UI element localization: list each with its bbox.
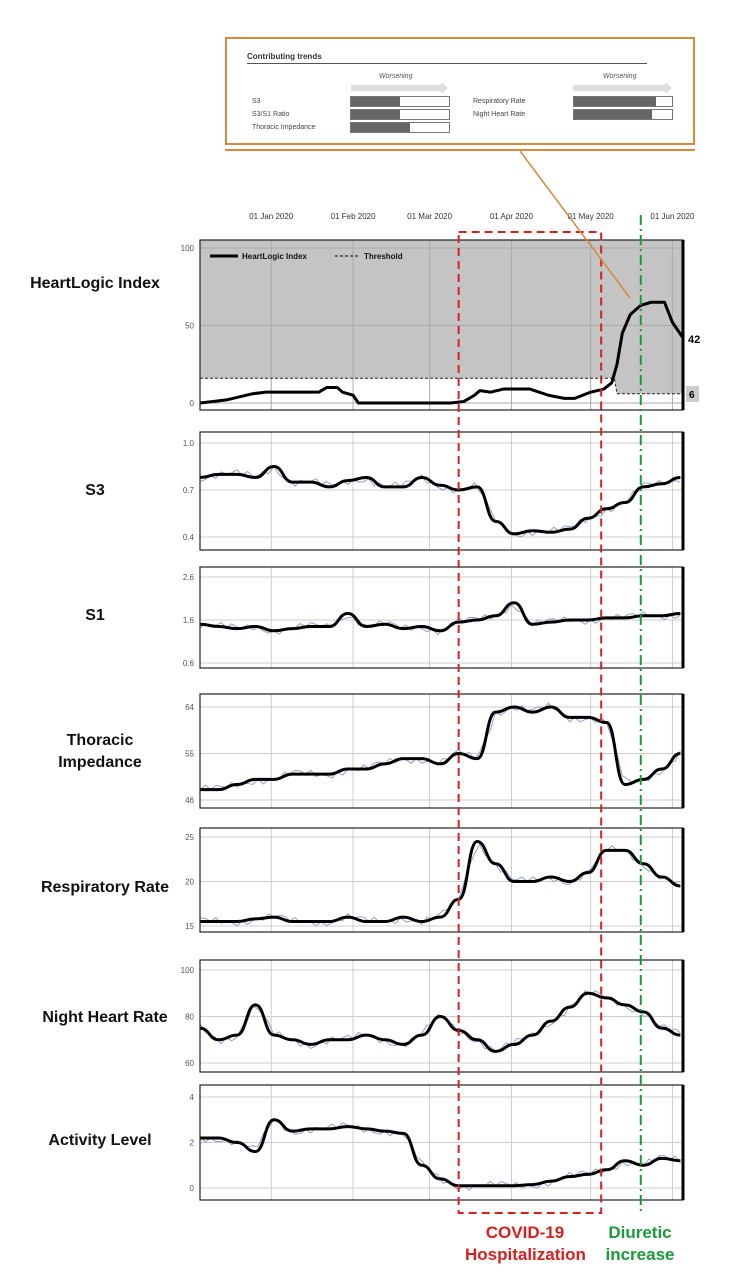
y-tick-label: 25 <box>185 833 194 842</box>
y-tick-label: 0 <box>190 1184 195 1193</box>
y-tick-label: 15 <box>185 922 194 931</box>
threshold-value-label: 6 <box>689 390 695 401</box>
trend-line <box>199 705 681 792</box>
trend-bar-s3 <box>350 96 450 107</box>
panel-bg <box>200 694 683 808</box>
inset-underline <box>225 149 695 151</box>
trend-bar-nhr <box>573 109 673 120</box>
panel-label-rr: Respiratory Rate <box>40 879 170 896</box>
x-tick-label: 01 Jan 2020 <box>249 212 294 221</box>
covid-hospitalization-box <box>457 231 603 1214</box>
x-tick-label: 01 Feb 2020 <box>331 212 376 221</box>
y-tick-label: 55 <box>185 750 194 759</box>
panel-label-thoracic: Thoracic Impedance <box>58 732 142 771</box>
y-tick-label: 0.7 <box>183 486 195 495</box>
panel-label-s1: S1 <box>85 607 105 624</box>
x-tick-label: 01 Jun 2020 <box>650 212 695 221</box>
contributing-trends-inset: Contributing trends Worsening Worsening … <box>225 37 695 145</box>
x-tick-label: 01 May 2020 <box>567 212 614 221</box>
trend-label-thoracic: Thoracic Impedance <box>252 124 316 131</box>
panel-label-activity: Activity Level <box>48 1132 152 1149</box>
y-tick-label: 0.4 <box>183 533 195 542</box>
x-tick-label: 01 Apr 2020 <box>490 212 534 221</box>
legend-index-label: HeartLogic Index <box>242 252 307 261</box>
panel-bg <box>200 432 683 550</box>
heartlogic-index-line <box>199 300 685 405</box>
y-tick-label: 20 <box>185 878 194 887</box>
y-tick-label: 100 <box>181 966 195 975</box>
worsening-label-right: Worsening <box>603 73 637 80</box>
inset-rule <box>247 63 647 64</box>
inset-title: Contributing trends <box>247 52 322 61</box>
trend-line <box>199 991 681 1053</box>
y-tick-label: 60 <box>185 1059 194 1068</box>
y-tick-label: 2 <box>190 1139 195 1148</box>
trend-bar-rr <box>573 96 673 107</box>
covid-annotation: COVID-19 Hospitalization <box>465 1223 586 1264</box>
y-tick-label: 4 <box>190 1093 195 1102</box>
y-tick-label: 2.6 <box>183 573 195 582</box>
y-tick-label: 50 <box>185 322 194 331</box>
inset-connector-line <box>519 150 631 299</box>
threshold-line <box>200 377 683 395</box>
worsening-arrow-left <box>351 82 448 94</box>
y-tick-label: 80 <box>185 1013 194 1022</box>
raw-data-line <box>199 465 681 538</box>
trend-label-s3s1: S3/S1 Ratio <box>252 111 290 118</box>
y-tick-label: 1.0 <box>183 439 195 448</box>
y-tick-label: 64 <box>185 703 194 712</box>
current-value-label: 42 <box>688 334 700 346</box>
y-tick-label: 1.6 <box>183 616 195 625</box>
panel-label-nhr: Night Heart Rate <box>42 1009 168 1026</box>
y-tick-label: 0.6 <box>183 659 195 668</box>
panel-label-s3: S3 <box>85 482 105 499</box>
panel-label-heartlogic: HeartLogic Index <box>30 275 160 292</box>
y-tick-label: 0 <box>190 399 195 408</box>
worsening-label-left: Worsening <box>379 73 413 80</box>
threshold-value-box <box>686 386 699 402</box>
diuretic-annotation: Diuretic increase <box>605 1223 675 1264</box>
worsening-arrow-right <box>573 82 672 94</box>
legend-threshold-label: Threshold <box>364 252 403 261</box>
y-tick-label: 46 <box>185 796 194 805</box>
trend-label-nhr: Night Heart Rate <box>473 111 526 118</box>
trend-line <box>200 839 681 924</box>
x-tick-label: 01 Mar 2020 <box>407 212 452 221</box>
trend-bar-thoracic <box>350 122 450 133</box>
panel-bg <box>200 828 683 932</box>
trend-label-s3: S3 <box>252 98 261 105</box>
trend-line <box>199 601 681 633</box>
below-threshold-area <box>200 378 683 410</box>
trend-bar-s3s1 <box>350 109 450 120</box>
trend-label-rr: Respiratory Rate <box>473 98 526 105</box>
y-tick-label: 100 <box>181 244 195 253</box>
